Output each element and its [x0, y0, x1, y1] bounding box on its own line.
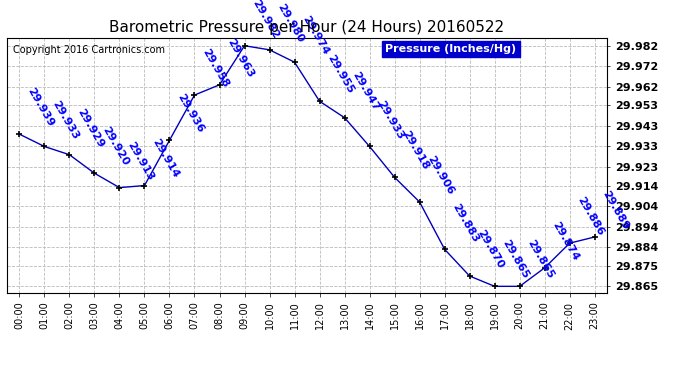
Text: 29.982: 29.982: [250, 0, 280, 40]
Text: 29.958: 29.958: [200, 47, 230, 90]
Text: 29.906: 29.906: [425, 154, 455, 196]
Text: 29.980: 29.980: [275, 2, 305, 44]
Text: 29.874: 29.874: [550, 220, 580, 262]
Text: 29.865: 29.865: [525, 238, 555, 281]
Text: 29.886: 29.886: [575, 195, 606, 238]
Text: 29.974: 29.974: [300, 14, 331, 57]
Text: 29.929: 29.929: [75, 106, 106, 149]
Text: 29.933: 29.933: [375, 99, 405, 141]
Text: 29.889: 29.889: [600, 189, 631, 231]
Text: 29.870: 29.870: [475, 228, 505, 270]
Text: 29.955: 29.955: [325, 54, 355, 96]
Text: 29.918: 29.918: [400, 129, 431, 172]
Text: 29.914: 29.914: [150, 138, 180, 180]
Text: 29.913: 29.913: [125, 140, 155, 182]
Text: 29.963: 29.963: [225, 37, 255, 79]
Text: 29.936: 29.936: [175, 92, 206, 135]
Text: 29.939: 29.939: [25, 86, 55, 129]
Title: Barometric Pressure per Hour (24 Hours) 20160522: Barometric Pressure per Hour (24 Hours) …: [110, 20, 504, 35]
Text: 29.920: 29.920: [100, 125, 130, 168]
Text: 29.865: 29.865: [500, 238, 531, 281]
Text: Pressure (Inches/Hg): Pressure (Inches/Hg): [385, 44, 516, 54]
Text: 29.933: 29.933: [50, 99, 80, 141]
Text: 29.883: 29.883: [450, 201, 480, 244]
Text: 29.947: 29.947: [350, 70, 380, 112]
Text: Copyright 2016 Cartronics.com: Copyright 2016 Cartronics.com: [13, 45, 165, 55]
